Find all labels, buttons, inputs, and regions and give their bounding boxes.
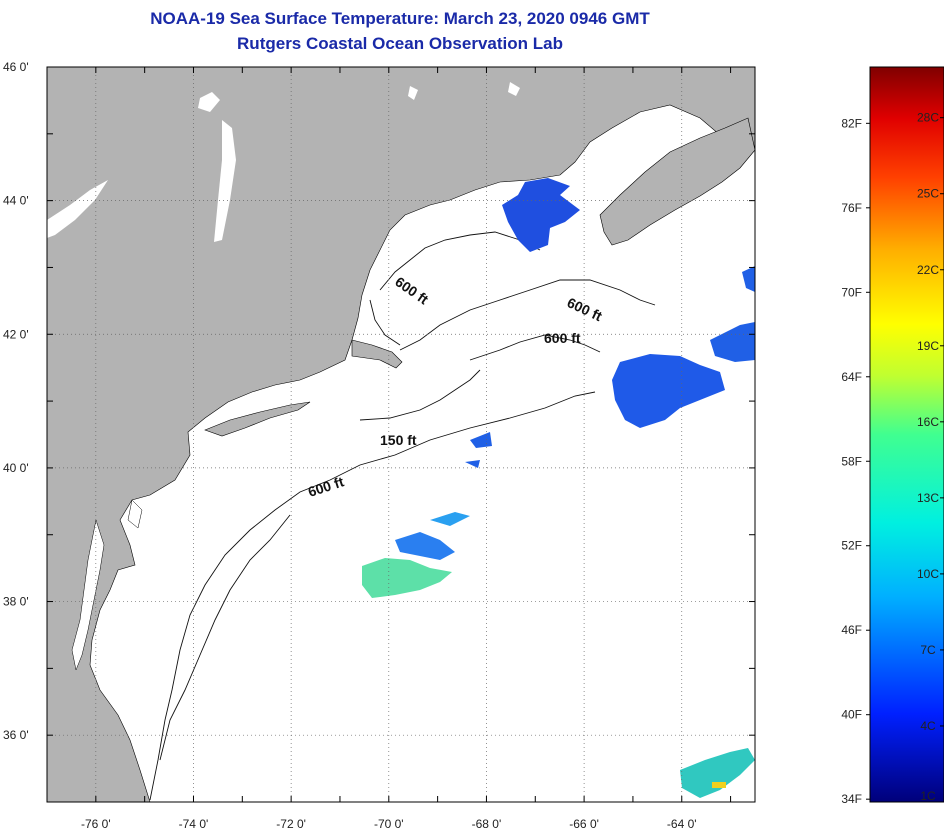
- sst-patches: [362, 178, 755, 798]
- map-title: NOAA-19 Sea Surface Temperature: March 2…: [150, 9, 650, 28]
- sst-patch-small-2: [465, 460, 480, 468]
- colorbar-c-label: 7C: [920, 643, 936, 657]
- lon-label: -70 0': [374, 817, 404, 831]
- sst-patch-southeast-warm: [712, 782, 726, 788]
- colorbar-c-label: 19C: [917, 339, 939, 353]
- sst-patch-east-edge: [710, 322, 755, 362]
- sst-patch-gulf-of-maine: [502, 178, 580, 252]
- lat-label: 46 0': [3, 60, 29, 74]
- graticule: [47, 66, 755, 802]
- colorbar-f-label: 76F: [841, 201, 862, 215]
- colorbar-c-label: 4C: [920, 719, 936, 733]
- colorbar-f-label: 58F: [841, 454, 862, 468]
- colorbar-fahrenheit-labels: 82F 76F 70F 64F 58F 52F 46F 40F 34F: [841, 116, 870, 806]
- lon-label: -64 0': [667, 817, 697, 831]
- colorbar-f-label: 34F: [841, 792, 862, 806]
- colorbar-f-label: 82F: [841, 116, 862, 130]
- cape-cod: [351, 339, 403, 369]
- sst-patch-southeast: [680, 748, 755, 798]
- sst-patch-georges-east: [612, 354, 725, 428]
- colorbar-f-label: 70F: [841, 285, 862, 299]
- colorbar: 82F 76F 70F 64F 58F 52F 46F 40F 34F 28C 25C 22C 19C…: [841, 66, 944, 806]
- nova-scotia: [599, 117, 755, 246]
- lon-label: -74 0': [179, 817, 209, 831]
- contour-label: 150 ft: [380, 432, 417, 448]
- chesapeake-bay: [71, 519, 105, 671]
- colorbar-f-label: 64F: [841, 370, 862, 384]
- colorbar-c-label: 25C: [917, 187, 939, 201]
- sst-patch-offshore-warm: [362, 558, 452, 598]
- colorbar-gradient: [869, 66, 944, 803]
- bathymetry-contours: [149, 231, 656, 801]
- long-island: [204, 401, 311, 437]
- lat-label: 36 0': [3, 728, 29, 742]
- sst-patch-offshore-blue: [395, 532, 455, 560]
- lake-2: [408, 86, 418, 100]
- colorbar-f-label: 46F: [841, 623, 862, 637]
- colorbar-c-label: 28C: [917, 111, 939, 125]
- axis-ticks: [46, 66, 755, 803]
- delaware-bay: [127, 499, 143, 529]
- colorbar-c-label: 22C: [917, 263, 939, 277]
- lon-label: -76 0': [81, 817, 111, 831]
- latitude-labels: 46 0' 44 0' 42 0' 40 0' 38 0' 36 0': [3, 60, 29, 742]
- lon-label: -72 0': [276, 817, 306, 831]
- contour-label: 600 ft: [544, 330, 581, 346]
- lake-champlain: [214, 120, 236, 242]
- lon-label: -66 0': [569, 817, 599, 831]
- lat-label: 40 0': [3, 461, 29, 475]
- colorbar-f-label: 52F: [841, 539, 862, 553]
- colorbar-f-label: 40F: [841, 708, 862, 722]
- lake-1: [198, 92, 220, 112]
- longitude-labels: -76 0' -74 0' -72 0' -70 0' -68 0' -66 0' -64 …: [81, 817, 697, 831]
- colorbar-c-label: 16C: [917, 415, 939, 429]
- mainland-landmass: [47, 67, 755, 802]
- colorbar-c-label: 1C: [920, 789, 936, 803]
- sst-patch-offshore-strip: [430, 512, 470, 526]
- lake-ontario: [47, 180, 108, 238]
- lat-label: 38 0': [3, 595, 29, 609]
- lon-label: -68 0': [472, 817, 502, 831]
- lat-label: 44 0': [3, 194, 29, 208]
- colorbar-c-label: 10C: [917, 567, 939, 581]
- lat-label: 42 0': [3, 327, 29, 341]
- colorbar-c-label: 13C: [917, 491, 939, 505]
- colorbar-celsius-labels: 28C 25C 22C 19C 16C 13C 10C 7C 4C 1C: [917, 111, 944, 803]
- map-subtitle: Rutgers Coastal Ocean Observation Lab: [237, 34, 563, 53]
- map-frame: [46, 66, 756, 803]
- sst-patch-top-right: [742, 266, 755, 292]
- lake-3: [508, 82, 520, 96]
